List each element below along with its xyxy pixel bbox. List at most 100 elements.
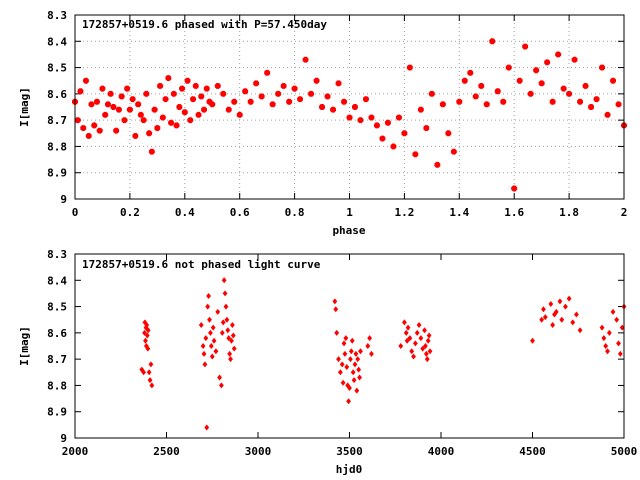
data-point: [414, 329, 420, 336]
data-point: [94, 98, 100, 105]
data-point: [213, 348, 219, 355]
data-point: [126, 106, 133, 113]
data-point: [398, 343, 404, 349]
data-point: [610, 77, 616, 84]
data-point: [603, 343, 609, 349]
data-point: [110, 104, 117, 110]
data-point: [118, 93, 125, 100]
data-point: [132, 133, 139, 139]
data-point: [253, 80, 260, 87]
phased-xtick-label: 0.4: [175, 206, 195, 219]
data-point: [566, 90, 573, 97]
data-point: [231, 98, 238, 105]
data-point: [226, 335, 232, 342]
data-point: [358, 348, 363, 355]
data-point: [341, 98, 347, 105]
data-point: [148, 361, 154, 368]
data-point: [154, 125, 161, 131]
data-point: [367, 335, 373, 342]
light-curve-xlabel: hjd0: [336, 463, 363, 476]
data-point: [555, 51, 562, 58]
data-point: [211, 337, 217, 344]
data-point: [181, 109, 188, 116]
data-point: [219, 382, 224, 389]
phased-ytick-label: 8.6: [47, 88, 67, 101]
data-point: [146, 369, 152, 376]
data-point: [411, 353, 416, 360]
lightcurve-ytick-label: 8.5: [47, 301, 67, 314]
data-point: [145, 327, 151, 334]
data-point: [365, 343, 371, 349]
data-point: [142, 329, 147, 336]
phased-plot-title: 172857+0519.6 phased with P=57.450day: [82, 18, 327, 31]
data-point: [145, 345, 151, 352]
data-point: [344, 364, 350, 371]
data-point: [409, 348, 415, 355]
phased-ytick-label: 8.5: [47, 62, 67, 75]
data-point: [129, 96, 136, 103]
data-point: [605, 348, 610, 355]
data-point: [209, 101, 216, 108]
data-point: [143, 90, 150, 97]
data-point: [116, 106, 122, 113]
data-point: [139, 366, 145, 373]
data-point: [228, 356, 233, 363]
phased-xtick-label: 0.2: [120, 206, 140, 219]
data-point: [342, 350, 348, 357]
data-point: [604, 111, 611, 118]
lightcurve-ytick-label: 8.9: [47, 406, 67, 419]
data-point: [143, 337, 148, 344]
phased-ytick-label: 9: [60, 193, 67, 206]
data-point: [198, 93, 205, 100]
data-point: [140, 117, 147, 124]
data-point: [472, 93, 479, 100]
phased-plot-ticks: 0 0.2 0.4 0.6 0.8 1 1.2 1.4 1.6 1.8 2 8.3 8.4 8.5 8.6 8…: [47, 9, 627, 219]
phased-plot-grid: [75, 15, 624, 199]
data-point: [351, 377, 357, 384]
data-point: [412, 340, 418, 347]
data-point: [422, 327, 427, 334]
data-point: [143, 343, 149, 349]
data-point: [346, 398, 351, 405]
data-point: [541, 306, 546, 313]
data-point: [201, 106, 207, 113]
data-point: [533, 67, 540, 74]
data-point: [379, 135, 386, 142]
data-point: [570, 319, 576, 326]
data-point: [80, 125, 87, 131]
data-point: [577, 327, 583, 334]
data-point: [214, 83, 221, 89]
data-point: [205, 303, 211, 310]
data-point: [221, 277, 227, 284]
data-point: [220, 319, 226, 326]
data-point: [500, 98, 507, 105]
data-point: [348, 356, 353, 363]
data-point: [291, 85, 298, 92]
data-point: [137, 111, 144, 118]
data-point: [170, 90, 177, 97]
data-point: [478, 83, 485, 89]
data-point: [229, 321, 235, 328]
data-point: [403, 329, 409, 336]
data-point: [219, 329, 225, 336]
data-point: [434, 161, 441, 168]
data-point: [527, 90, 534, 97]
data-point: [356, 366, 362, 373]
lightcurve-ytick-label: 8.3: [47, 248, 67, 261]
phased-xtick-label: 1.6: [504, 206, 524, 219]
phased-ytick-label: 8.4: [47, 35, 67, 48]
data-point: [357, 117, 364, 124]
data-point: [324, 93, 331, 100]
light-curve-ticks: 2000 2500 3000 3500 4000 4500 5000 8.3 8.4 8.5 8.6…: [47, 248, 637, 458]
data-point: [91, 122, 98, 129]
data-point: [396, 114, 402, 121]
data-point: [516, 77, 523, 84]
data-point: [173, 122, 180, 129]
data-point: [550, 321, 556, 328]
data-point: [619, 324, 625, 331]
data-point: [418, 335, 424, 342]
data-point: [144, 332, 150, 339]
data-point: [348, 348, 354, 355]
data-point: [412, 151, 419, 158]
data-point: [593, 96, 600, 103]
